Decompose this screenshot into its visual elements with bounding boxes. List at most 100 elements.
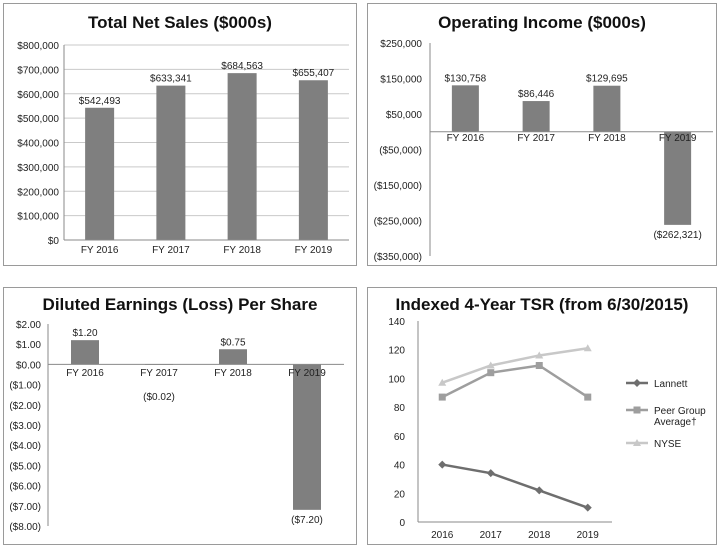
data-point — [535, 486, 544, 495]
y-tick-label: $600,000 — [17, 90, 59, 101]
bar — [522, 101, 550, 132]
data-point — [583, 344, 592, 352]
data-label: $633,341 — [150, 74, 192, 85]
legend-label: Peer Group — [654, 406, 706, 417]
x-tick-label: FY 2016 — [66, 368, 104, 379]
y-tick-label: ($8.00) — [9, 522, 41, 533]
y-tick-label: $250,000 — [380, 39, 422, 50]
series-line — [441, 364, 589, 399]
y-tick-label: $0.00 — [16, 360, 41, 371]
data-point — [438, 393, 446, 401]
y-tick-label: $2.00 — [16, 320, 41, 331]
y-tick-label: 140 — [388, 317, 405, 328]
legend-label: NYSE — [654, 439, 682, 450]
bar — [156, 85, 186, 240]
panel-operating-income: Operating Income ($000s) $250,000 $150,00… — [367, 3, 717, 266]
data-point — [487, 369, 495, 377]
x-tick-label: FY 2017 — [140, 368, 178, 379]
x-tick-label: 2019 — [577, 530, 600, 541]
chart-title: Operating Income ($000s) — [438, 13, 646, 32]
y-tick-label: $150,000 — [380, 75, 422, 86]
data-label: ($262,321) — [653, 230, 701, 241]
x-tick-label: FY 2018 — [588, 133, 626, 144]
y-tick-label: ($250,000) — [374, 217, 422, 228]
data-label: $86,446 — [518, 89, 555, 100]
y-tick-label: 80 — [394, 403, 406, 414]
y-tick-label: 60 — [394, 432, 406, 443]
bar — [227, 73, 257, 240]
x-tick-label: FY 2016 — [447, 133, 485, 144]
y-tick-label: $1.00 — [16, 340, 41, 351]
y-tick-label: 20 — [394, 489, 406, 500]
data-point — [584, 393, 592, 401]
x-tick-label: FY 2018 — [223, 245, 261, 256]
chart-total-net-sales: $0 $100,000 $200,000 $300,000 $400,000 $500,0… — [17, 41, 349, 256]
data-label: $0.75 — [220, 337, 245, 348]
chart-indexed-tsr: 0 20 40 60 80 100 120 140 2016 2017 2018 2019 Lannet… — [388, 317, 706, 541]
x-tick-label: 2017 — [480, 530, 503, 541]
chart-title: Total Net Sales ($000s) — [88, 13, 272, 32]
bar — [298, 80, 328, 241]
x-tick-label: FY 2019 — [295, 245, 333, 256]
y-tick-label: $700,000 — [17, 65, 59, 76]
chart-diluted-eps: $2.00 $1.00 $0.00 ($1.00) ($2.00) ($3.00) ($4.… — [9, 320, 344, 533]
y-tick-label: ($2.00) — [9, 401, 41, 412]
chart-operating-income: $250,000 $150,000 $50,000 ($50,000) ($150,00… — [374, 39, 713, 263]
y-tick-label: $300,000 — [17, 163, 59, 174]
data-label: ($7.20) — [291, 515, 323, 526]
x-tick-label: FY 2018 — [214, 368, 252, 379]
panel-total-net-sales: Total Net Sales ($000s) $0 $100,000 $200,0… — [3, 3, 357, 266]
y-tick-label: $400,000 — [17, 139, 59, 150]
data-point — [583, 503, 592, 512]
x-tick-label: 2018 — [528, 530, 551, 541]
data-point — [486, 469, 495, 478]
x-tick-label: 2016 — [431, 530, 454, 541]
data-label: $542,493 — [79, 96, 121, 107]
bar — [293, 364, 321, 510]
legend-marker — [633, 439, 641, 446]
y-tick-label: $0 — [48, 236, 60, 247]
x-tick-label: FY 2017 — [152, 245, 190, 256]
data-label: ($0.02) — [143, 392, 175, 403]
series-line — [442, 463, 589, 509]
bar — [85, 107, 115, 240]
y-tick-label: ($1.00) — [9, 381, 41, 392]
data-label: $684,563 — [221, 61, 263, 72]
y-tick-label: 0 — [399, 518, 405, 529]
data-point — [486, 361, 495, 369]
y-tick-label: ($50,000) — [379, 146, 422, 157]
data-point — [438, 378, 447, 386]
y-tick-label: ($7.00) — [9, 502, 41, 513]
y-tick-label: $500,000 — [17, 114, 59, 125]
data-point — [438, 460, 447, 469]
panel-indexed-tsr: Indexed 4-Year TSR (from 6/30/2015) 0 20 4… — [367, 287, 717, 545]
y-tick-label: ($5.00) — [9, 461, 41, 472]
legend-marker — [633, 379, 641, 387]
y-tick-label: $50,000 — [386, 110, 423, 121]
y-tick-label: 120 — [388, 346, 405, 357]
x-tick-label: FY 2016 — [81, 245, 119, 256]
chart-title: Diluted Earnings (Loss) Per Share — [42, 295, 318, 314]
data-label: $1.20 — [72, 328, 97, 339]
y-tick-label: 40 — [394, 461, 406, 472]
legend-label: Average† — [654, 417, 697, 428]
bar — [451, 85, 479, 132]
y-tick-label: $200,000 — [17, 187, 59, 198]
bar — [664, 131, 692, 225]
data-label: $130,758 — [445, 73, 487, 84]
legend-marker — [633, 406, 641, 414]
y-tick-label: ($3.00) — [9, 421, 41, 432]
y-tick-label: ($4.00) — [9, 441, 41, 452]
series-line — [441, 347, 588, 384]
legend-label: Lannett — [654, 379, 688, 390]
y-tick-label: $100,000 — [17, 212, 59, 223]
bar — [593, 85, 621, 132]
bar — [219, 349, 247, 365]
data-point — [535, 362, 543, 370]
x-tick-label: FY 2017 — [517, 133, 555, 144]
data-label: $655,407 — [293, 68, 335, 79]
panel-diluted-eps: Diluted Earnings (Loss) Per Share $2.00 $… — [3, 287, 357, 545]
y-tick-label: ($350,000) — [374, 252, 422, 263]
data-point — [535, 351, 544, 359]
data-label: $129,695 — [586, 74, 628, 85]
